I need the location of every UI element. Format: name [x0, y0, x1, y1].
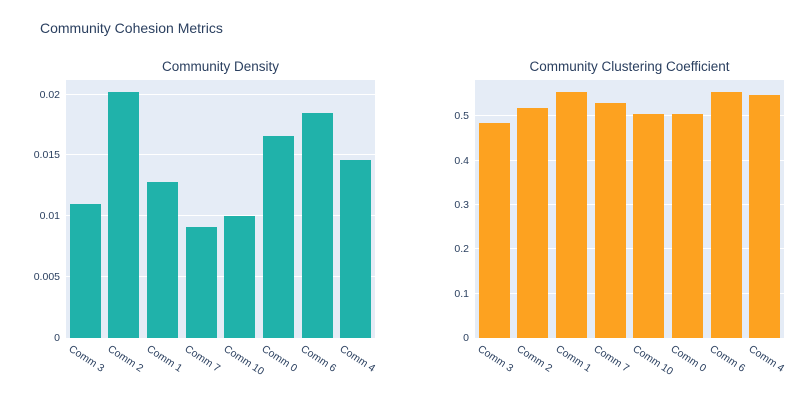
x-tick-label: Comm 4 [337, 343, 377, 375]
x-tick-label: Comm 2 [514, 343, 555, 375]
charts-row: Community Density 0 0.005 0.01 0.015 0.02 Co… [28, 58, 786, 400]
y-axis-clustering: 0 0.1 0.2 0.3 0.4 0.5 [437, 80, 475, 344]
y-axis-density: 0 0.005 0.01 0.015 0.02 [28, 80, 66, 344]
bar-comm-3[interactable] [69, 204, 101, 338]
plot-area-clustering[interactable] [475, 80, 784, 338]
gridline [475, 159, 784, 161]
bar-comm-10[interactable] [633, 114, 665, 338]
gridline [66, 93, 375, 95]
x-tick-label: Comm 0 [259, 343, 300, 375]
bar-comm-1[interactable] [147, 182, 178, 338]
x-tick-label: Comm 4 [746, 343, 786, 375]
y-tick-label: 0.1 [454, 287, 469, 300]
x-tick-label: Comm 10 [221, 343, 266, 378]
x-tick-label: Comm 7 [182, 343, 223, 375]
chart-clustering-coefficient: Community Clustering Coefficient 0 0.1 0.2… [437, 58, 786, 400]
gridline [66, 276, 375, 278]
bar-comm-4[interactable] [340, 160, 372, 338]
x-tick-label: Comm 6 [707, 343, 748, 375]
y-tick-label: 0 [54, 332, 60, 344]
y-tick-label: 0.2 [454, 243, 469, 256]
gridline [475, 204, 784, 206]
y-tick-label: 0.005 [33, 271, 60, 284]
y-tick-label: 0.01 [39, 210, 60, 223]
x-tick-label: Comm 0 [668, 343, 709, 375]
y-tick-label: 0.5 [454, 110, 469, 123]
bar-comm-4[interactable] [749, 95, 781, 338]
bar-comm-2[interactable] [108, 92, 140, 338]
x-axis-clustering: Comm 3 Comm 2 Comm 1 Comm 7 Comm 10 Comm 0 Com… [475, 338, 786, 400]
x-tick-label: Comm 3 [475, 343, 516, 375]
bar-comm-7[interactable] [185, 227, 217, 338]
y-tick-label: 0.3 [454, 199, 469, 212]
x-tick-label: Comm 7 [591, 343, 632, 375]
x-tick-label: Comm 1 [553, 343, 593, 375]
bar-comm-10[interactable] [224, 216, 256, 338]
figure-title: Community Cohesion Metrics [40, 20, 223, 36]
y-tick-label: 0.4 [454, 154, 469, 167]
gridline [475, 115, 784, 117]
bar-comm-0[interactable] [671, 114, 703, 338]
x-tick-label: Comm 2 [105, 343, 146, 375]
bar-comm-7[interactable] [594, 103, 626, 338]
x-tick-label: Comm 10 [630, 343, 675, 378]
chart-community-density: Community Density 0 0.005 0.01 0.015 0.02 Co… [28, 58, 377, 400]
y-tick-label: 0 [463, 332, 469, 344]
plot-body: 0 0.005 0.01 0.015 0.02 [28, 80, 375, 344]
subplot-title-density: Community Density [161, 59, 280, 74]
bar-comm-2[interactable] [517, 107, 549, 338]
bar-comm-0[interactable] [262, 135, 294, 338]
subplot-title-clustering: Community Clustering Coefficient [529, 59, 730, 74]
bar-comm-3[interactable] [478, 123, 510, 338]
x-tick-label: Comm 3 [66, 343, 107, 375]
gridline [66, 154, 375, 156]
gridline [475, 248, 784, 250]
plot-body: 0 0.1 0.2 0.3 0.4 0.5 [437, 80, 784, 344]
gridline [66, 215, 375, 217]
x-tick-label: Comm 1 [144, 343, 184, 375]
y-tick-label: 0.015 [33, 149, 60, 162]
bar-comm-6[interactable] [301, 112, 333, 338]
x-tick-label: Comm 6 [298, 343, 339, 375]
gridline [475, 292, 784, 294]
plot-area-density[interactable] [66, 80, 375, 338]
y-tick-label: 0.02 [39, 88, 60, 101]
x-axis-density: Comm 3 Comm 2 Comm 1 Comm 7 Comm 10 Comm 0 Com… [66, 338, 377, 400]
bar-comm-6[interactable] [710, 91, 742, 338]
bar-comm-1[interactable] [556, 91, 587, 338]
